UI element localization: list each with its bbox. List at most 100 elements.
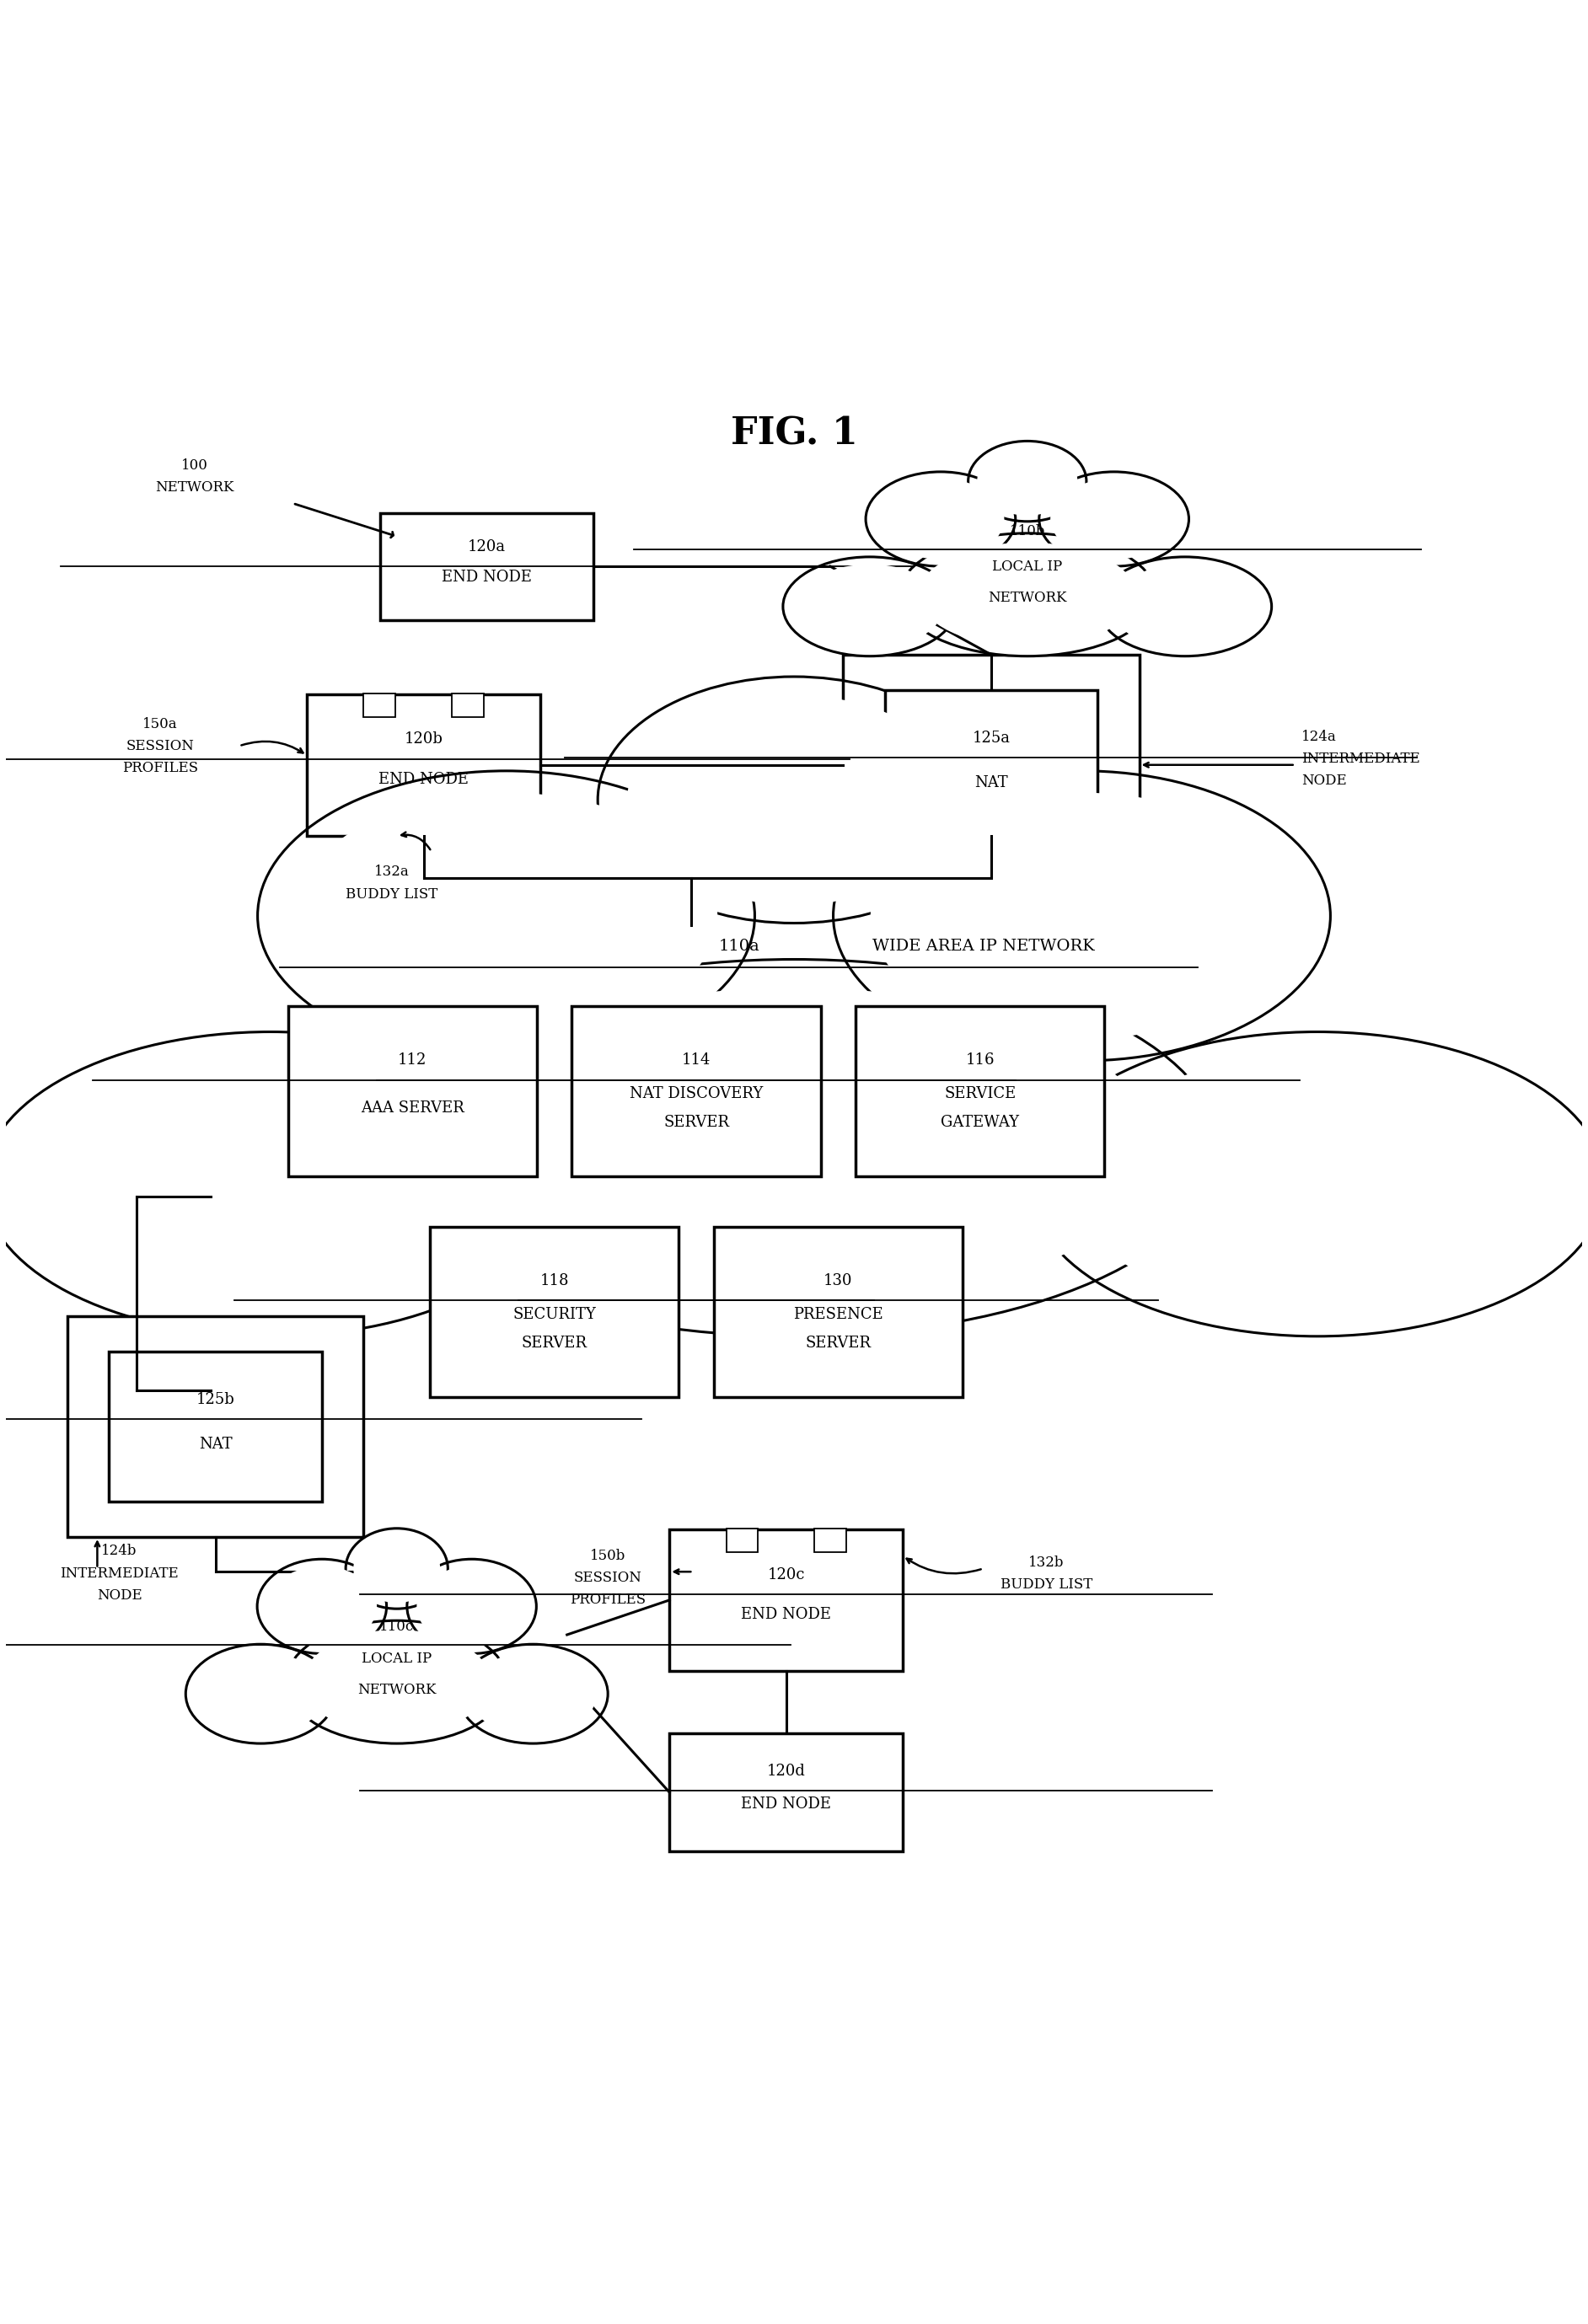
Text: NETWORK: NETWORK	[156, 481, 235, 495]
Bar	[815, 1529, 846, 1552]
Bar	[885, 690, 1097, 839]
Bar	[670, 1529, 902, 1671]
Ellipse shape	[865, 472, 1015, 567]
Ellipse shape	[1029, 1032, 1588, 1336]
Text: 110c: 110c	[380, 1620, 414, 1634]
Ellipse shape	[977, 446, 1078, 516]
Bar	[67, 1315, 364, 1536]
Text: LOCAL IP: LOCAL IP	[992, 560, 1062, 574]
Text: SERVER: SERVER	[521, 1336, 588, 1350]
Text: LOCAL IP: LOCAL IP	[362, 1652, 432, 1666]
Ellipse shape	[796, 565, 943, 648]
Text: PROFILES: PROFILES	[570, 1592, 646, 1608]
Text: SERVER: SERVER	[805, 1336, 870, 1350]
Text: SERVICE: SERVICE	[945, 1085, 1016, 1102]
Ellipse shape	[1072, 1055, 1563, 1313]
Text: 112: 112	[399, 1053, 427, 1069]
Text: WIDE AREA IP NETWORK: WIDE AREA IP NETWORK	[872, 939, 1094, 953]
Text: SESSION: SESSION	[573, 1571, 642, 1585]
Text: NODE: NODE	[1302, 774, 1347, 788]
Text: 120d: 120d	[767, 1764, 805, 1778]
Ellipse shape	[1050, 479, 1178, 560]
Text: 120b: 120b	[405, 732, 443, 746]
Text: PRESENCE: PRESENCE	[792, 1306, 883, 1322]
Ellipse shape	[457, 1643, 608, 1743]
Text: NAT: NAT	[198, 1436, 232, 1452]
Ellipse shape	[899, 532, 1156, 655]
Ellipse shape	[267, 1566, 376, 1648]
Bar	[287, 1006, 537, 1176]
Text: 124a: 124a	[1302, 730, 1337, 744]
Text: NAT DISCOVERY: NAT DISCOVERY	[629, 1085, 762, 1102]
Text: 132b: 132b	[1029, 1555, 1064, 1569]
Bar	[380, 514, 592, 621]
Ellipse shape	[870, 792, 1293, 1039]
Text: 120c: 120c	[767, 1566, 805, 1583]
Text: 110a: 110a	[718, 939, 759, 953]
Text: 124b: 124b	[102, 1543, 137, 1559]
Ellipse shape	[918, 541, 1135, 646]
Bar	[726, 1529, 757, 1552]
Text: 132a: 132a	[375, 865, 410, 878]
Text: 110b: 110b	[1010, 525, 1045, 539]
Text: END NODE: END NODE	[742, 1606, 831, 1622]
Ellipse shape	[1099, 558, 1272, 655]
Text: 150a: 150a	[143, 716, 178, 732]
Text: BUDDY LIST: BUDDY LIST	[346, 888, 438, 902]
Bar	[670, 1734, 902, 1852]
Text: END NODE: END NODE	[441, 569, 532, 586]
Ellipse shape	[197, 1652, 324, 1736]
Ellipse shape	[346, 1529, 448, 1608]
Ellipse shape	[432, 988, 1156, 1308]
Text: GATEWAY: GATEWAY	[940, 1116, 1019, 1129]
Text: 100: 100	[181, 458, 208, 472]
Ellipse shape	[368, 960, 1220, 1336]
Text: 125b: 125b	[197, 1392, 235, 1408]
Bar	[453, 693, 483, 716]
Text: PROFILES: PROFILES	[122, 760, 198, 776]
Ellipse shape	[1039, 472, 1189, 567]
Bar	[843, 655, 1139, 876]
Ellipse shape	[286, 1620, 508, 1743]
Text: INTERMEDIATE: INTERMEDIATE	[1302, 751, 1420, 765]
Text: FIG. 1: FIG. 1	[730, 416, 858, 453]
Ellipse shape	[186, 1643, 335, 1743]
Text: 118: 118	[540, 1274, 569, 1287]
Ellipse shape	[257, 772, 754, 1060]
Text: END NODE: END NODE	[742, 1796, 831, 1813]
Bar	[306, 695, 540, 837]
Text: NETWORK: NETWORK	[357, 1683, 437, 1697]
Text: 130: 130	[824, 1274, 853, 1287]
Ellipse shape	[295, 792, 718, 1039]
Ellipse shape	[783, 558, 956, 655]
Text: 150b: 150b	[591, 1548, 626, 1564]
Bar	[110, 1353, 322, 1501]
Text: NAT: NAT	[975, 776, 1008, 790]
Ellipse shape	[969, 442, 1086, 521]
Text: SESSION: SESSION	[125, 739, 194, 753]
Bar	[856, 1006, 1105, 1176]
Bar	[713, 1227, 962, 1397]
Bar	[572, 1006, 821, 1176]
Text: SERVER: SERVER	[664, 1116, 729, 1129]
Ellipse shape	[25, 1055, 516, 1313]
Ellipse shape	[834, 772, 1331, 1060]
Text: NODE: NODE	[97, 1587, 141, 1604]
Ellipse shape	[407, 1559, 537, 1655]
Text: 116: 116	[966, 1053, 994, 1069]
Ellipse shape	[354, 1534, 440, 1604]
Ellipse shape	[1112, 565, 1259, 648]
Text: INTERMEDIATE: INTERMEDIATE	[60, 1566, 179, 1580]
Text: 120a: 120a	[467, 539, 505, 555]
Text: AAA SERVER: AAA SERVER	[360, 1102, 464, 1116]
Text: SECURITY: SECURITY	[513, 1306, 596, 1322]
Ellipse shape	[627, 695, 961, 904]
Text: 114: 114	[681, 1053, 711, 1069]
Bar	[364, 693, 395, 716]
Ellipse shape	[597, 676, 991, 923]
Ellipse shape	[303, 1629, 491, 1734]
Ellipse shape	[877, 479, 1004, 560]
Ellipse shape	[416, 1566, 527, 1648]
Ellipse shape	[470, 1652, 597, 1736]
Ellipse shape	[257, 1559, 386, 1655]
